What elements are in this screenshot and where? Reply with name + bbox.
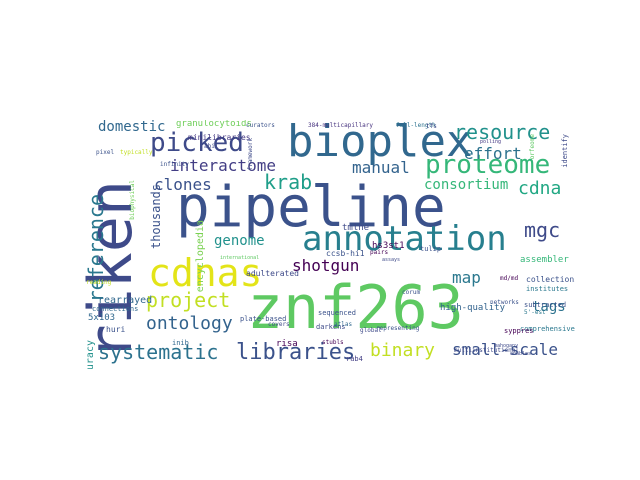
- cloud-word-81: typically: [120, 150, 153, 156]
- cloud-word-61: stubls: [322, 340, 344, 346]
- cloud-word-63: atlas: [334, 322, 352, 328]
- cloud-word-39: accuracy: [86, 340, 96, 369]
- cloud-word-25: consortium: [424, 178, 508, 192]
- cloud-word-64: md/md: [500, 276, 518, 282]
- cloud-word-26: domestic: [98, 120, 165, 134]
- cloud-word-43: 5x103: [88, 314, 115, 323]
- cloud-word-49: rab4: [346, 356, 363, 363]
- cloud-word-57: mahogany: [494, 344, 518, 349]
- cloud-word-17: manual: [352, 160, 410, 176]
- cloud-word-74: framework: [248, 138, 254, 171]
- cloud-word-12: project: [146, 290, 230, 310]
- cloud-word-82: infinity: [160, 162, 189, 168]
- cloud-word-67: polling: [480, 140, 501, 145]
- cloud-word-78: orfeome: [530, 134, 536, 159]
- cloud-word-50: inib: [172, 340, 189, 347]
- cloud-word-32: minilibraries: [188, 134, 251, 142]
- cloud-word-47: sequenced: [318, 310, 356, 317]
- cloud-word-84: biophysical: [130, 180, 136, 220]
- cloud-word-23: shotgun: [292, 258, 359, 274]
- cloud-word-19: cdna: [518, 180, 561, 198]
- cloud-word-68: networks: [490, 300, 519, 306]
- cloud-word-24: map: [452, 270, 481, 286]
- cloud-word-65: representing: [376, 326, 419, 332]
- cloud-word-28: thousands: [150, 184, 162, 249]
- cloud-word-66: enables: [510, 352, 531, 357]
- cloud-word-11: ontology: [146, 315, 233, 333]
- cloud-word-73: connections: [92, 306, 138, 313]
- cloud-word-72: covers: [268, 322, 290, 328]
- cloud-word-75: international: [220, 256, 259, 261]
- cloud-word-80: pixel: [96, 150, 114, 156]
- cloud-word-71: corum: [402, 290, 420, 296]
- cloud-word-18: effort: [464, 146, 522, 162]
- cloud-word-55: 5'-est: [524, 310, 546, 316]
- cloud-word-54: ccsb-hi1: [326, 250, 365, 258]
- cloud-word-52: subtracted: [524, 302, 566, 309]
- cloud-word-36: institutes: [526, 286, 568, 293]
- cloud-word-2: znf263: [247, 278, 464, 338]
- cloud-word-56: syppres: [504, 328, 534, 335]
- cloud-word-35: assembler: [520, 256, 569, 265]
- cloud-word-14: krab: [264, 172, 312, 192]
- cloud-word-59: pairs: [370, 250, 388, 256]
- cloud-word-27: genome: [214, 234, 265, 248]
- cloud-word-83: assays: [382, 258, 400, 263]
- cloud-word-77: identify: [562, 134, 569, 168]
- cloud-word-42: adulterated: [246, 270, 299, 278]
- cloud-word-41: tmlhe: [342, 224, 369, 233]
- cloud-word-30: encyclopedia: [196, 220, 206, 292]
- cloud-word-51: tulip: [420, 246, 441, 253]
- cloud-word-76: reading: [86, 280, 111, 286]
- cloud-word-20: mgc: [524, 220, 560, 240]
- cloud-word-69: huri: [106, 326, 125, 334]
- cloud-word-34: collections: [526, 276, 575, 284]
- cloud-word-10: systematic: [98, 342, 218, 362]
- cloud-word-79: abil: [204, 144, 218, 150]
- cloud-word-21: binary: [370, 342, 435, 360]
- word-cloud: pipeline riken znf263 bioplex annotation cdna…: [80, 120, 575, 369]
- cloud-word-44: curators: [246, 123, 275, 129]
- cloud-word-31: granulocytoids: [176, 120, 252, 129]
- cloud-word-48: risa: [276, 340, 298, 349]
- cloud-word-13: reference: [86, 194, 106, 302]
- cloud-word-70: tfs: [426, 124, 437, 130]
- cloud-word-45: 384-multicapillary: [308, 123, 373, 129]
